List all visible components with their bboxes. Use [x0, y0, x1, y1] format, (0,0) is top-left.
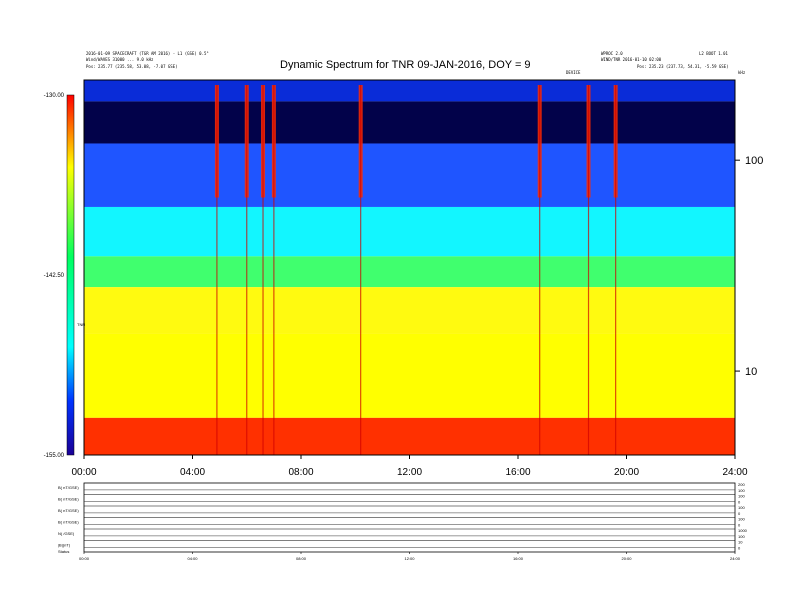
panel-label: B( nT/GSE): [58, 497, 79, 502]
band-3: [84, 206, 735, 257]
colorbar-tick-label: -142.50: [44, 273, 65, 279]
panel-tick-label: 100: [738, 517, 745, 522]
burst-trace-1: [246, 85, 248, 455]
band-5: [84, 287, 735, 334]
colorbar-label: TNR: [77, 322, 85, 327]
bottom-tick-label: 04:00: [187, 556, 198, 561]
x-tick-label: 16:00: [505, 467, 530, 478]
burst-trace-4: [360, 85, 362, 455]
y-tick-label: 100: [745, 155, 763, 167]
panel-label: B( nT/GSE): [58, 485, 79, 490]
panel-tick-label: 0: [738, 500, 741, 505]
panel-tick-label: 1000: [738, 528, 748, 533]
header-info-right3: Pos: 235.23 (237.73, 54.31, -5.59 GSE): [637, 64, 729, 69]
x-tick-label: 12:00: [397, 467, 422, 478]
panel-tick-label: 100: [738, 534, 745, 539]
axis-unit-label: kHz: [738, 70, 746, 75]
band-4: [84, 256, 735, 288]
bottom-tick-label: 20:00: [621, 556, 632, 561]
band-6: [84, 333, 735, 418]
bottom-tick-label: 12:00: [404, 556, 415, 561]
band-0: [84, 80, 735, 102]
spectrum-bands: [84, 80, 735, 455]
bottom-tick-label: 08:00: [296, 556, 307, 561]
panel-label: N( /GSE): [58, 531, 75, 536]
bottom-tick-label: 24:00: [730, 556, 741, 561]
panel-tick-label: 100: [738, 488, 745, 493]
bottom-axis-ticks: 00:00 04:00 08:00 12:00 16:00 20:00 24:00: [79, 552, 741, 561]
x-tick-label: 00:00: [71, 467, 96, 478]
colorbar-ticks: -130.00 -142.50 -155.00: [44, 93, 65, 459]
bottom-tick-label: 00:00: [79, 556, 90, 561]
panel-label: |B|(nT): [58, 543, 71, 548]
status-label: Status: [58, 549, 69, 554]
header-info-line2: Wind/WAVES 31000 ... 9.0 kHz: [86, 57, 154, 62]
panel-label: B( nT/GSE): [58, 508, 79, 513]
header-info-corner: L2 BOOT 1.01: [699, 51, 728, 56]
burst-trace-3: [273, 85, 275, 455]
header-info-right1: WPROC 2.0: [601, 51, 623, 56]
colorbar: [66, 94, 75, 456]
y-axis-ticks: 100 10: [735, 155, 763, 378]
panel-tick-label: 100: [738, 505, 745, 510]
x-axis-ticks: 00:00 04:00 08:00 12:00 16:00 20:00 24:00: [71, 455, 748, 478]
panel-tick-label: 100: [738, 494, 745, 499]
panel-tick-label: 0: [738, 523, 741, 528]
band-7: [84, 417, 735, 455]
event-label: DEVICE: [566, 70, 581, 75]
x-tick-label: 20:00: [614, 467, 639, 478]
panel-tick-label: 10: [738, 540, 743, 545]
panel-label: B( nT/GSE): [58, 520, 79, 525]
x-tick-label: 08:00: [288, 467, 313, 478]
colorbar-tick-label: -130.00: [44, 93, 65, 99]
burst-trace-7: [615, 85, 617, 455]
radio-bursts: [214, 85, 618, 455]
x-tick-label: 24:00: [722, 467, 747, 478]
band-2: [84, 143, 735, 207]
panel-tick-label: 200: [738, 482, 745, 487]
band-1: [84, 101, 735, 144]
chart-title: Dynamic Spectrum for TNR 09-JAN-2016, DO…: [280, 59, 531, 71]
panel-tick-label: 0: [738, 511, 741, 516]
header-info-right2: WIND/TNR 2016-01-10 02:00: [601, 57, 662, 62]
y-tick-label: 10: [745, 366, 757, 378]
burst-trace-0: [216, 85, 218, 455]
colorbar-tick-label: -155.00: [44, 453, 65, 459]
bottom-tick-label: 16:00: [513, 556, 524, 561]
panel-tick-label: 0: [738, 546, 741, 551]
x-tick-label: 04:00: [180, 467, 205, 478]
header-info-line1: 2016-01-09 SPACECRAFT (TGR AM 2016) - L1…: [86, 51, 209, 56]
burst-trace-5: [539, 85, 541, 455]
burst-trace-2: [262, 85, 264, 455]
header-info-line3: Pos: 235.77 (235.58, 53.08, -7.07 GSE): [86, 64, 178, 69]
burst-trace-6: [587, 85, 590, 455]
